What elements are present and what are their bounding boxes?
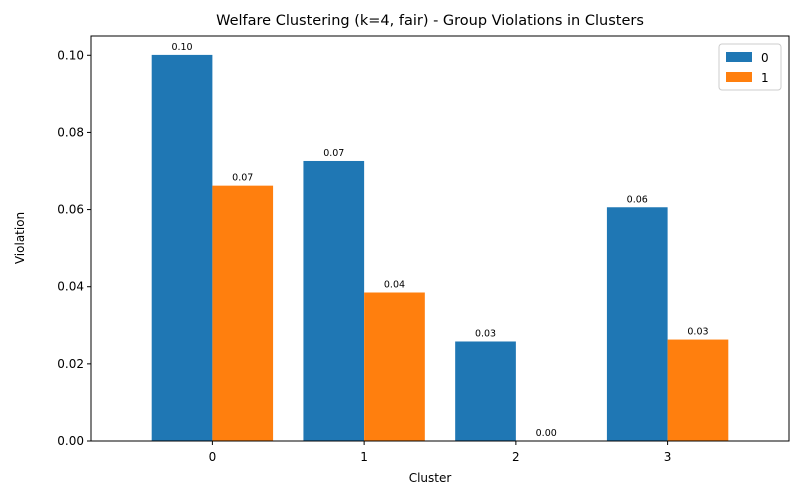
data-label-series-0-cluster-2: 0.03: [475, 328, 496, 339]
data-label-series-0-cluster-1: 0.07: [323, 148, 344, 159]
legend-swatch-1: [726, 72, 752, 82]
y-tick-label: 0.10: [57, 48, 84, 62]
x-tick-label: 2: [512, 450, 520, 464]
bar-series-0-cluster-2: [455, 341, 516, 441]
data-label-series-1-cluster-1: 0.04: [384, 280, 405, 291]
legend-swatch-0: [726, 52, 752, 62]
plot-frame: [90, 35, 790, 442]
legend-label-0: 0: [761, 51, 769, 65]
data-label-series-1-cluster-0: 0.07: [232, 173, 253, 184]
data-label-series-0-cluster-3: 0.06: [627, 194, 648, 205]
data-label-series-1-cluster-2: 0.00: [536, 428, 557, 439]
data-label-series-0-cluster-0: 0.10: [171, 42, 192, 53]
x-axis-label: Cluster: [409, 471, 452, 485]
legend: 01: [718, 43, 782, 91]
x-axis: 0 1 2 3: [209, 441, 672, 464]
x-tick-label: 3: [664, 450, 672, 464]
data-labels-layer: 0.10 0.07 0.03 0.06 0.07 0.04 0.00 0.03: [171, 42, 708, 439]
chart-title: Welfare Clustering (k=4, fair) - Group V…: [216, 13, 644, 29]
bar-series-1-cluster-0: [212, 185, 274, 441]
y-tick-label: 0.04: [57, 280, 84, 294]
bars-layer: [151, 54, 729, 442]
x-tick-label: 0: [209, 450, 217, 464]
legend-box: [718, 43, 782, 91]
y-tick-label: 0.00: [57, 434, 84, 448]
bar-series-1-cluster-1: [364, 292, 425, 441]
bar-series-0-cluster-1: [303, 160, 365, 441]
bar-series-0-cluster-0: [151, 54, 213, 442]
y-tick-label: 0.08: [57, 125, 84, 139]
legend-label-1: 1: [761, 71, 769, 85]
bar-series-1-cluster-3: [667, 339, 729, 441]
data-label-series-1-cluster-3: 0.03: [687, 327, 708, 338]
x-tick-label: 1: [360, 450, 368, 464]
y-tick-label: 0.06: [57, 203, 84, 217]
y-axis-label: Violation: [13, 212, 27, 264]
y-tick-label: 0.02: [57, 357, 84, 371]
y-axis: 0.00 0.02 0.04 0.06 0.08 0.10: [57, 48, 91, 448]
bar-series-0-cluster-3: [606, 207, 668, 441]
